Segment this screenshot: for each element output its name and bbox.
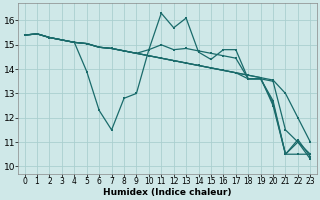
X-axis label: Humidex (Indice chaleur): Humidex (Indice chaleur)	[103, 188, 232, 197]
